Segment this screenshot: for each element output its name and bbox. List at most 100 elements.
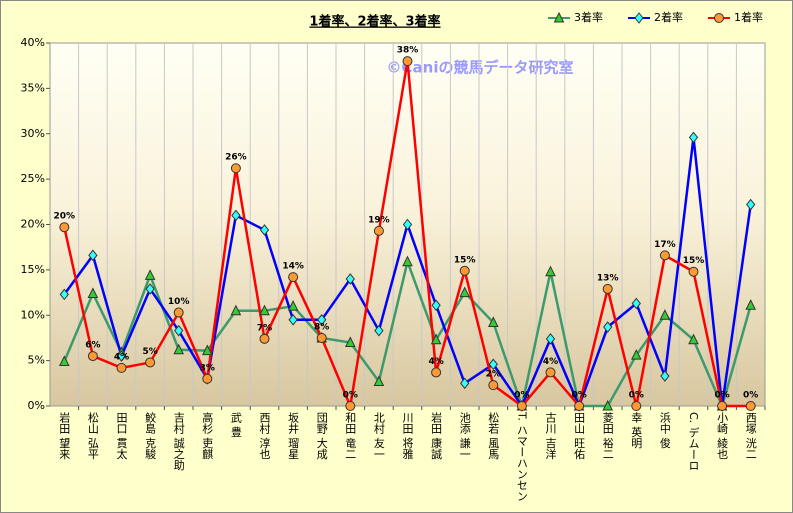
marker [602,399,614,411]
data-label: 6% [85,341,100,351]
marker [688,131,699,144]
x-tick-label: 川田 将雅 [401,412,414,460]
x-tick-label: 古川 吉洋 [544,412,557,460]
data-label: 7% [257,323,272,333]
y-tick-label: 20% [21,218,45,231]
marker [717,401,728,411]
marker [459,286,471,298]
marker [173,343,185,355]
x-tick-label: 池添 謙一 [458,412,471,460]
marker [631,297,641,310]
marker [59,288,69,301]
data-label: 0% [714,391,729,401]
marker [288,272,299,283]
y-tick-label: 0% [28,399,45,412]
marker [374,324,384,337]
marker [545,333,556,345]
x-tick-label: 高杉 吏麒 [201,411,214,460]
x-tick-label: 西塚 洸二 [744,412,757,460]
marker [516,401,527,411]
y-tick-label: 10% [21,308,45,321]
data-label: 4% [114,352,129,362]
marker [88,249,98,262]
marker [288,313,298,326]
marker [116,350,127,362]
data-label: 19% [368,215,390,225]
marker [602,283,613,294]
marker [545,367,556,378]
marker [487,316,499,328]
y-tick-label: 40% [21,36,45,49]
data-label: 2% [486,370,501,380]
data-label: 20% [54,212,76,222]
x-tick-label: 鮫島 克駿 [144,411,157,460]
marker [173,307,184,318]
marker [745,299,757,310]
marker [230,163,241,174]
data-label: 8% [314,322,329,332]
y-tick-label: 15% [21,263,45,276]
x-tick-label: 和田 竜二 [344,412,357,460]
legend-label: 3着率 [574,10,603,24]
marker [174,324,184,337]
x-tick-label: 岩田 望来 [58,411,71,460]
marker [287,300,299,311]
marker [58,355,70,367]
marker [431,299,441,312]
x-tick-label: 田山 旺佑 [573,412,586,460]
marker [746,198,756,211]
x-tick-label: T. ハマーハンセン [515,411,528,501]
x-tick-label: 小崎 綾也 [716,412,729,460]
marker [603,321,613,333]
marker [116,362,127,373]
data-label: 3% [200,363,215,373]
marker [230,304,242,316]
data-label: 13% [597,273,619,283]
marker [345,273,355,285]
data-label: 0% [571,391,586,401]
marker [317,313,327,326]
marker [259,304,270,316]
marker [688,266,699,277]
data-label: 0% [629,391,644,401]
marker [201,344,213,356]
marker [545,265,556,277]
data-label: 38% [397,46,419,56]
marker [688,333,699,345]
x-tick-label: 浜中 俊 [658,412,671,449]
data-label: 5% [142,347,157,357]
marker [745,401,756,411]
x-tick-label: 松若 風馬 [487,411,500,460]
marker [145,283,155,295]
marker [345,401,356,411]
y-tick-label: 25% [21,172,45,185]
data-label: 4% [543,357,558,367]
data-label: 10% [168,297,190,307]
data-label: 14% [282,262,304,272]
y-tick-label: 35% [21,81,45,94]
x-tick-label: 岩田 康誠 [430,411,443,460]
marker [87,351,98,362]
marker [344,336,356,347]
x-tick-label: 北村 友一 [372,412,385,460]
marker [259,224,270,236]
x-tick-label: 武 豊 [229,412,242,438]
marker [316,332,327,343]
marker [373,225,384,236]
x-tick-label: 坂井 瑠星 [287,412,300,460]
y-tick-label: 5% [28,354,45,367]
x-tick-label: 田口 貫太 [115,412,128,460]
legend-marker [714,13,724,23]
legend-marker [553,11,565,23]
data-label: 4% [428,357,443,367]
x-tick-label: 幸 英明 [630,412,643,449]
data-label: 17% [654,240,676,250]
marker [430,333,442,345]
marker [202,373,213,384]
marker [259,333,270,344]
marker [59,222,70,233]
x-tick-label: 団野 大成 [315,412,328,460]
marker [488,358,498,371]
marker [659,250,670,261]
